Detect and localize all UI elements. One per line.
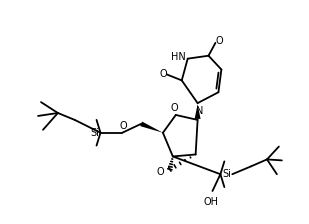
Text: N: N — [196, 106, 203, 116]
Text: Si: Si — [222, 169, 231, 179]
Polygon shape — [140, 122, 163, 133]
Text: O: O — [156, 167, 164, 177]
Text: OH: OH — [204, 197, 219, 207]
Text: Si: Si — [91, 128, 99, 138]
Text: HN: HN — [171, 52, 186, 62]
Text: O: O — [170, 103, 178, 113]
Polygon shape — [195, 104, 201, 119]
Text: O: O — [159, 69, 167, 80]
Text: O: O — [216, 36, 223, 46]
Text: O: O — [120, 121, 127, 131]
